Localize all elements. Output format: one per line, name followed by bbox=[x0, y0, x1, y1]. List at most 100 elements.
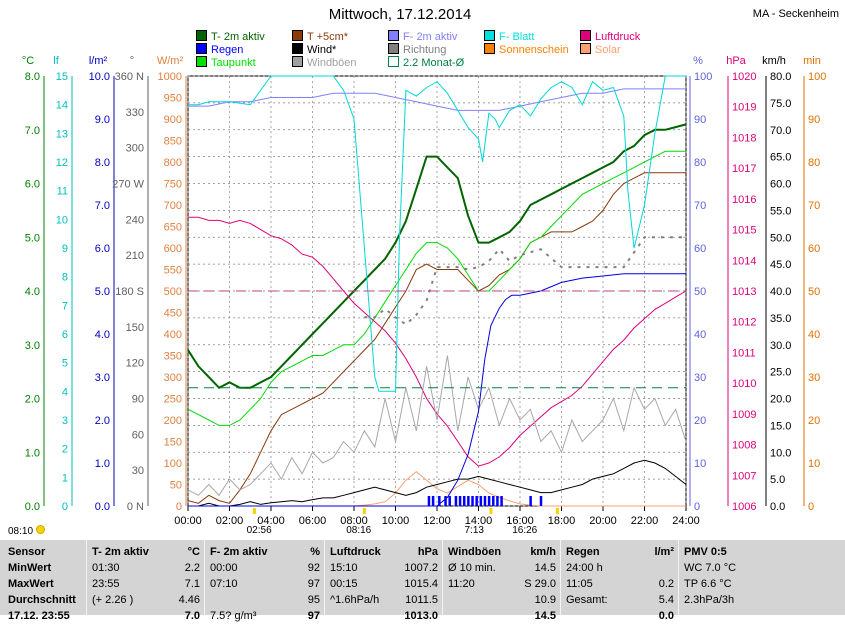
x-tick-label: 22:00 bbox=[631, 515, 659, 527]
hum-tick-label: 0 bbox=[694, 501, 700, 513]
series-wind- bbox=[188, 459, 687, 507]
sun-icon bbox=[35, 525, 45, 534]
stats-cell-label: 24:00 h bbox=[566, 562, 603, 574]
stats-cell-label: 23:55 bbox=[92, 578, 120, 590]
wind-tick-label: 40.0 bbox=[770, 286, 791, 298]
wind-tick-label: 0.0 bbox=[770, 501, 785, 513]
legend-swatch bbox=[388, 30, 399, 41]
stats-column: Regen l/m² 24:00 h 11:05 0.2 Gesamt: 5.4 0.0 bbox=[566, 544, 674, 624]
solar-tick-label: 100 bbox=[164, 458, 182, 470]
lf-tick-label: 12 bbox=[56, 157, 68, 169]
stats-row: WC 7.0 °C bbox=[684, 560, 794, 576]
hum-tick-label: 20 bbox=[694, 415, 706, 427]
stats-header-label: Windböen bbox=[448, 546, 502, 558]
stats-row: Ø 10 min. 14.5 bbox=[448, 560, 556, 576]
hum-tick-label: 40 bbox=[694, 329, 706, 341]
stats-cell-label: MaxWert bbox=[8, 578, 54, 590]
lf-tick-label: 15 bbox=[56, 71, 68, 83]
rain-rate-bar bbox=[539, 496, 543, 506]
hum-tick-label: 60 bbox=[694, 243, 706, 255]
stats-column: T- 2m aktiv °C 01:30 2.2 23:55 7.1 (+ 2.26 ) 4.… bbox=[92, 544, 200, 624]
chart-title: Mittwoch, 17.12.2014 bbox=[328, 6, 472, 23]
legend-label: T- 2m aktiv bbox=[211, 31, 265, 43]
sunrise-time: 08:10 bbox=[8, 526, 34, 537]
stats-cell-value: 92 bbox=[307, 562, 320, 574]
lf-tick-label: 11 bbox=[57, 186, 68, 198]
lf-tick-label: 2 bbox=[62, 444, 68, 456]
legend-item: Sonnenschein bbox=[484, 43, 569, 56]
temp-tick-label: 8.0 bbox=[25, 71, 40, 83]
legend-item: 2.2 Monat-Ø bbox=[388, 56, 464, 69]
stats-column: F- 2m aktiv% 00:00 92 07:10 97 95 7.5? g/m³ 97 bbox=[210, 544, 320, 624]
stats-header-unit: hPa bbox=[417, 546, 438, 558]
solar-tick-label: 400 bbox=[164, 329, 182, 341]
stats-cell-label: 17.12. 23:55 bbox=[8, 610, 70, 622]
stats-cell-label: 15:10 bbox=[330, 562, 358, 574]
stats-row: TP 6.6 °C bbox=[684, 576, 794, 592]
legend-item: Taupunkt bbox=[196, 56, 256, 69]
stats-column: Luftdruck hPa 15:10 1007.2 00:15 1015.4 ^1.6hP… bbox=[330, 544, 438, 624]
rain-rate-bar bbox=[500, 496, 503, 506]
legend-item: Luftdruck bbox=[580, 30, 640, 43]
stats-header-label: PMV 0:5 bbox=[684, 546, 727, 558]
stats-row: 17.12. 23:55 bbox=[8, 608, 88, 624]
stats-header-unit: °C bbox=[187, 546, 200, 558]
stats-cell-value: 7.0 bbox=[184, 610, 200, 622]
hum-tick-label: 50 bbox=[694, 286, 706, 298]
solar-unit-label: W/m² bbox=[157, 55, 184, 67]
legend-swatch bbox=[292, 43, 303, 54]
press-tick-label: 1015 bbox=[732, 225, 756, 237]
lf-tick-label: 14 bbox=[56, 100, 68, 112]
stats-separator bbox=[86, 540, 87, 615]
legend-item: F- 2m aktiv bbox=[388, 30, 457, 43]
solar-tick-label: 50 bbox=[170, 480, 182, 492]
hum-unit-label: % bbox=[693, 55, 703, 67]
stats-column: Sensor MinWert MaxWert Durchschnitt 17.12. 2… bbox=[8, 544, 88, 624]
series-f-blatt bbox=[188, 75, 686, 392]
hum-tick-label: 30 bbox=[694, 372, 706, 384]
rain-tick-label: 5.0 bbox=[95, 286, 110, 298]
solar-tick-label: 900 bbox=[164, 114, 182, 126]
dir-tick-label: 270 W bbox=[112, 179, 144, 191]
series-richtung bbox=[364, 236, 686, 326]
solar-tick-label: 350 bbox=[164, 351, 182, 363]
hum-tick-label: 80 bbox=[694, 157, 706, 169]
stats-cell-value: 14.5 bbox=[534, 562, 556, 574]
press-tick-label: 1007 bbox=[732, 470, 756, 482]
wind-tick-label: 60.0 bbox=[770, 179, 791, 191]
press-tick-label: 1019 bbox=[732, 102, 756, 114]
stats-row: 11:20 S 29.0 bbox=[448, 576, 556, 592]
stats-cell-label: 11:20 bbox=[448, 578, 475, 590]
rain-tick-label: 4.0 bbox=[95, 329, 110, 341]
stats-cell-label: 00:15 bbox=[330, 578, 358, 590]
wind-unit-label: km/h bbox=[762, 55, 786, 67]
stats-row: 7.5? g/m³ 97 bbox=[210, 608, 320, 624]
wind-tick-label: 80.0 bbox=[770, 71, 791, 83]
temp-tick-label: 7.0 bbox=[25, 125, 40, 137]
stats-header-label: Luftdruck bbox=[330, 546, 381, 558]
lf-tick-label: 10 bbox=[56, 214, 68, 226]
rain-rate-bar bbox=[483, 496, 487, 506]
dir-tick-label: 90 bbox=[132, 394, 144, 406]
dir-tick-label: 240 bbox=[126, 214, 144, 226]
legend-label: Sonnenschein bbox=[499, 44, 569, 56]
dir-tick-label: 210 bbox=[126, 250, 144, 262]
wind-tick-label: 5.0 bbox=[770, 474, 785, 486]
stats-separator bbox=[204, 540, 205, 615]
sun-tick-label: 40 bbox=[808, 329, 820, 341]
stats-cell-label: 11:05 bbox=[566, 578, 593, 590]
sun-tick-label: 10 bbox=[808, 458, 820, 470]
weather-chart: 0.01.02.03.04.05.06.07.08.0°C01234567891… bbox=[22, 55, 827, 527]
sun-unit-label: min bbox=[803, 55, 821, 67]
stats-cell-value: 95 bbox=[307, 594, 320, 606]
stats-header-unit: % bbox=[310, 546, 320, 558]
stats-row bbox=[684, 608, 794, 624]
legend-label: Taupunkt bbox=[211, 57, 256, 69]
stats-header: Regen l/m² bbox=[566, 544, 674, 560]
press-tick-label: 1006 bbox=[732, 501, 756, 513]
x-tick-label: 04:00 bbox=[257, 515, 285, 527]
lf-tick-label: 6 bbox=[62, 329, 68, 341]
solar-tick-label: 300 bbox=[164, 372, 182, 384]
press-tick-label: 1016 bbox=[732, 194, 756, 206]
stats-header-unit: l/m² bbox=[654, 546, 674, 558]
